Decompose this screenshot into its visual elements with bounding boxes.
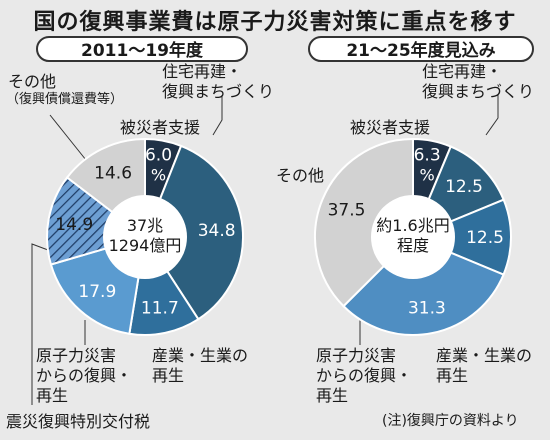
leader-line [49, 114, 91, 166]
label-industry-1: 産業・生業の [436, 346, 533, 365]
slice-housing-reconstruction [143, 144, 244, 321]
leader-line [485, 95, 499, 136]
label-other-note: （復興債償還費等） [6, 92, 124, 107]
label-nuclear-1: 原子力災害 [36, 346, 117, 365]
value-label-victim-support: 6.3 [414, 145, 441, 165]
label-nuclear-1: 原子力災害 [316, 346, 397, 365]
donut-hole-left [103, 195, 187, 279]
label-housing-2: 復興まちづくり [162, 82, 275, 101]
leader-line [212, 95, 223, 136]
donut-hole-right [371, 195, 455, 279]
value-label-other: 37.5 [328, 200, 366, 220]
value-label-industry-revival: 12.5 [466, 228, 504, 248]
center-total-right-2: 程度 [396, 236, 429, 255]
unit-label-percent: % [420, 165, 435, 184]
value-label-industry-revival: 11.7 [141, 298, 179, 318]
label-industry-1: 産業・生業の [152, 346, 249, 365]
label-housing-1: 住宅再建・ [162, 62, 243, 81]
value-label-other: 14.6 [94, 163, 132, 183]
label-housing-1: 住宅再建・ [422, 62, 503, 81]
center-total-left-2: 1294億円 [108, 236, 182, 255]
center-total-right-1: 約1.6兆円 [376, 216, 450, 235]
label-other: その他 [276, 166, 325, 185]
label-victim-support: 被災者支援 [350, 118, 431, 137]
label-nuclear-3: 再生 [316, 386, 349, 405]
period-label-2011-19: 2011～19年度 [36, 36, 248, 62]
label-nuclear-3: 再生 [36, 386, 69, 405]
leader-line [31, 243, 49, 405]
value-label-nuclear-recovery: 31.3 [408, 299, 446, 319]
label-special-tax: 震災復興特別交付税 [6, 412, 151, 431]
value-label-special-tax: 14.9 [55, 215, 93, 235]
label-nuclear-2: からの復興・ [316, 366, 413, 385]
label-nuclear-2: からの復興・ [36, 366, 133, 385]
unit-label-percent: % [151, 165, 166, 184]
label-housing-2: 復興まちづくり [422, 82, 535, 101]
label-other: その他 [8, 72, 57, 91]
value-label-housing-reconstruction: 34.8 [198, 221, 236, 241]
slice-nuclear-recovery [342, 235, 505, 336]
chart-title: 国の復興事業費は原子力災害対策に重点を移す [33, 10, 517, 35]
center-total-left-1: 37兆 [126, 216, 164, 235]
label-industry-2: 再生 [152, 366, 185, 385]
value-label-housing-reconstruction: 12.5 [445, 177, 483, 197]
slice-other [314, 137, 414, 308]
value-label-victim-support: 6.0 [145, 145, 172, 165]
source-note: (注)復興庁の資料より [382, 413, 519, 429]
label-industry-2: 再生 [436, 366, 469, 385]
period-label-21-25: 21～25年度見込み [308, 36, 534, 62]
label-victim-support: 被災者支援 [120, 118, 201, 137]
value-label-nuclear-recovery: 17.9 [78, 282, 116, 302]
slice-industry-revival [410, 198, 512, 276]
